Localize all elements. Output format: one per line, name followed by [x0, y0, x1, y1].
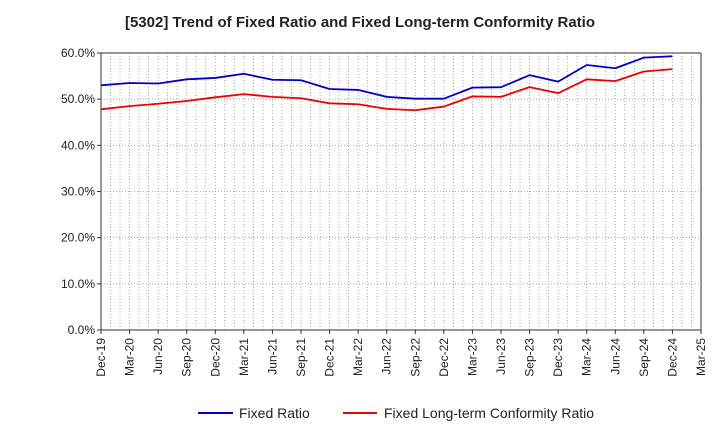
y-tick-label: 0.0% [68, 323, 96, 337]
legend-label: Fixed Ratio [239, 405, 310, 421]
x-tick-label: Sep-20 [180, 338, 194, 377]
x-tick-label: Jun-22 [380, 338, 394, 375]
x-tick-label: Jun-20 [151, 338, 165, 375]
x-tick-label: Mar-25 [694, 338, 708, 376]
legend-label: Fixed Long-term Conformity Ratio [384, 405, 594, 421]
x-tick-label: Jun-24 [608, 338, 622, 375]
y-tick-label: 10.0% [61, 277, 95, 291]
x-tick-label: Sep-22 [408, 338, 422, 377]
legend: Fixed Ratio Fixed Long-term Conformity Ra… [198, 405, 594, 421]
series-layer [100, 55, 673, 112]
series-line-fixed-long-term-conformity-ratio [100, 68, 673, 112]
grid-layer [101, 52, 701, 330]
x-tick-label: Mar-22 [351, 338, 365, 376]
x-tick-label: Dec-20 [208, 338, 222, 377]
x-tick-label: Sep-21 [294, 338, 308, 377]
y-tick-label: 50.0% [61, 92, 95, 106]
x-tick-label: Mar-21 [237, 338, 251, 376]
x-tick-label: Dec-24 [665, 338, 679, 377]
series-line-fixed-ratio [100, 55, 673, 100]
x-tick-label: Sep-24 [637, 338, 651, 377]
axis-layer: 0.0% 10.0% 20.0% 30.0% 40.0% 50.0% 60.0% Dec-19… [61, 46, 708, 377]
x-tick-label: Dec-21 [323, 338, 337, 377]
x-tick-label: Dec-19 [94, 338, 108, 377]
x-tick-label: Dec-23 [551, 338, 565, 377]
x-tick-label: Mar-23 [465, 338, 479, 376]
x-tick-label: Mar-24 [580, 338, 594, 376]
x-tick-label: Mar-20 [123, 338, 137, 376]
x-tick-label: Jun-23 [494, 338, 508, 375]
y-tick-label: 60.0% [61, 46, 95, 60]
x-tick-label: Dec-22 [437, 338, 451, 377]
y-tick-label: 40.0% [61, 138, 95, 152]
y-tick-label: 30.0% [61, 185, 95, 199]
x-tick-label: Sep-23 [523, 338, 537, 377]
chart-title: [5302] Trend of Fixed Ratio and Fixed Lo… [124, 14, 596, 31]
x-tick-label: Jun-21 [265, 338, 279, 375]
y-tick-label: 20.0% [61, 231, 95, 245]
